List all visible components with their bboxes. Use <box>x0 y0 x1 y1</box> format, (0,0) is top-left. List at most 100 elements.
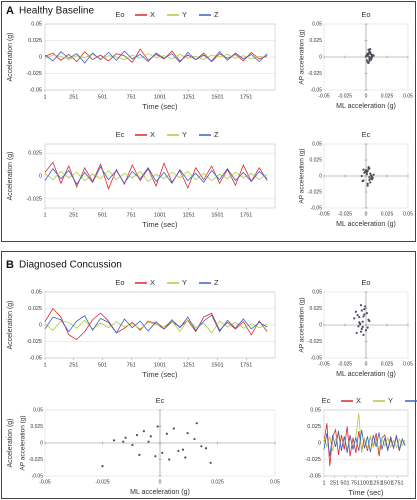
x-tick-label: 501 <box>98 94 107 100</box>
point <box>209 461 212 464</box>
point <box>165 432 168 435</box>
point <box>361 320 364 323</box>
y-tick-label: 0 <box>39 173 42 179</box>
point <box>168 458 171 461</box>
panel-letter: B <box>6 259 14 271</box>
chart-title: Eo <box>115 278 124 287</box>
point <box>366 326 369 329</box>
x-tick-label: -0.025 <box>338 211 352 217</box>
point <box>360 309 363 312</box>
y-tick-label: -0.025 <box>308 339 322 345</box>
x-tick-label: 1251 <box>183 94 195 100</box>
x-tick-label: 1501 <box>211 212 223 218</box>
point <box>135 433 139 437</box>
point <box>138 453 141 456</box>
point <box>177 449 180 453</box>
x-tick-label: 1001 <box>360 480 372 486</box>
point <box>204 447 208 450</box>
x-tick-label: 0.025 <box>381 361 394 367</box>
point <box>372 54 375 57</box>
chart-title: Eo <box>361 278 370 287</box>
x-tick-label: 0.05 <box>270 479 280 485</box>
x-axis-label: Time (sec) <box>142 102 178 111</box>
x-tick-label: 251 <box>330 480 339 486</box>
point <box>367 167 370 171</box>
y-tick-label: 0.025 <box>28 151 42 157</box>
y-tick-label: 0.025 <box>309 38 322 44</box>
series-line <box>44 161 268 190</box>
point <box>356 314 359 317</box>
point <box>359 323 362 326</box>
point <box>184 456 187 459</box>
series-line <box>323 429 406 457</box>
point <box>181 448 185 451</box>
y-tick-label: 0.05 <box>312 141 322 147</box>
x-tick-label: 751 <box>127 94 136 100</box>
y-tick-label: 0.05 <box>312 289 322 295</box>
x-tick-label: -0.05 <box>318 211 330 217</box>
chart-title: Ec <box>322 396 331 405</box>
point <box>369 58 373 61</box>
x-tick-label: 0 <box>365 361 368 367</box>
y-tick-label: 0.025 <box>28 38 42 44</box>
point <box>363 313 366 316</box>
legend-label: X <box>356 396 361 405</box>
series-line <box>44 319 268 334</box>
legend-label: Y <box>182 130 187 139</box>
point <box>355 331 358 335</box>
series-line <box>44 166 268 185</box>
point <box>369 172 372 175</box>
point <box>362 179 365 182</box>
y-tick-label: -0.05 <box>29 355 42 361</box>
y-tick-label: -0.05 <box>311 205 323 211</box>
x-tick-label: 0 <box>365 211 368 217</box>
y-axis-label: Acceleration (g) <box>7 418 14 467</box>
point <box>360 327 363 331</box>
point <box>359 330 363 333</box>
chart-title: Ec <box>362 130 371 139</box>
x-tick-label: 1501 <box>211 94 223 100</box>
y-tick-label: 0.05 <box>312 21 322 27</box>
point <box>364 305 367 308</box>
x-tick-label: 0.05 <box>403 211 413 217</box>
y-tick-label: 0.05 <box>310 407 321 413</box>
y-tick-label: -0.025 <box>305 457 321 463</box>
x-tick-label: -0.025 <box>338 361 352 367</box>
y-tick-label: 0.025 <box>307 424 321 430</box>
series-line <box>44 50 268 64</box>
legend-label: Z <box>214 130 219 139</box>
point <box>368 59 371 63</box>
panel-title: Healthy Baseline <box>19 6 94 17</box>
point <box>368 176 371 179</box>
y-tick-label: -0.05 <box>32 473 44 479</box>
point <box>154 455 157 458</box>
y-tick-label: -0.025 <box>308 71 322 77</box>
point <box>149 435 152 438</box>
y-tick-label: 0.025 <box>28 306 42 312</box>
x-tick-label: 1751 <box>240 212 252 218</box>
point <box>369 51 372 55</box>
y-tick-label: 0 <box>39 54 42 60</box>
y-tick-label: 0 <box>319 54 322 60</box>
point <box>365 59 368 62</box>
x-tick-label: 751 <box>351 480 360 486</box>
point <box>172 427 175 430</box>
x-axis-label: Time (sec) <box>142 220 178 229</box>
x-tick-label: 1 <box>43 94 46 100</box>
point <box>131 443 134 447</box>
x-tick-label: 501 <box>98 362 107 368</box>
legend-label: Y <box>182 278 187 287</box>
point <box>365 312 368 315</box>
y-axis-label: Acceleration (g) <box>7 300 14 349</box>
x-tick-label: 0.025 <box>211 479 224 485</box>
y-tick-label: 0 <box>318 440 321 446</box>
panel-frame <box>1 1 416 242</box>
x-tick-label: 0.05 <box>403 93 413 99</box>
point <box>364 329 368 332</box>
panel-frame <box>1 251 416 499</box>
x-tick-label: 0 <box>159 479 162 485</box>
point <box>124 436 127 439</box>
y-tick-label: -0.025 <box>26 339 42 345</box>
y-tick-label: -0.025 <box>26 71 42 77</box>
